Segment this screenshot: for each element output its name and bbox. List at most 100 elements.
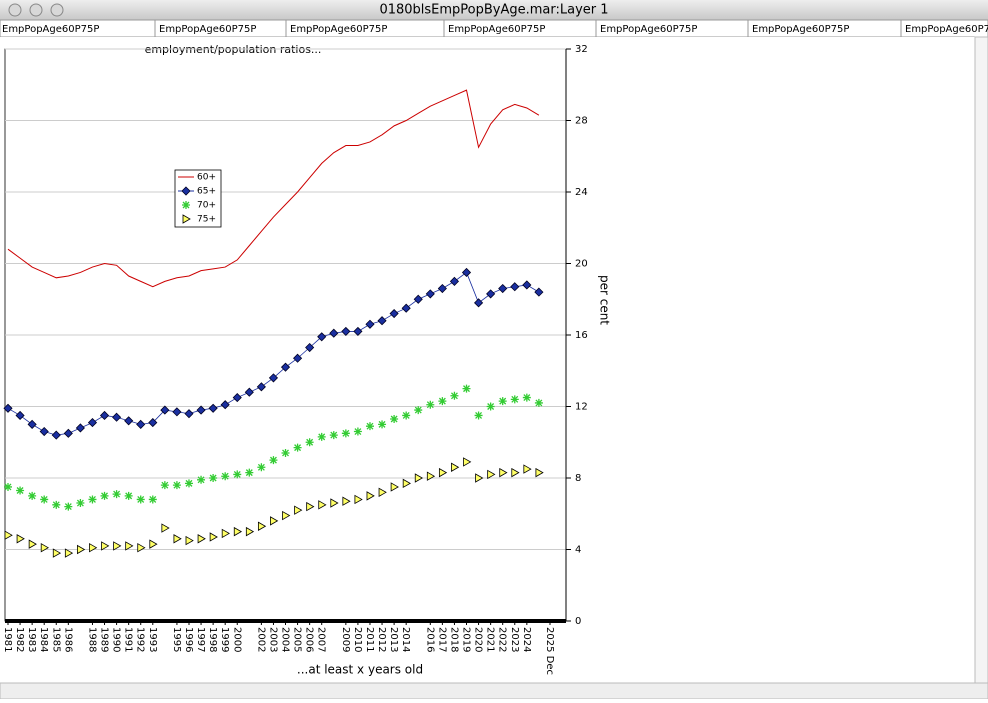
star-marker — [160, 481, 169, 490]
legend-label: 70+ — [197, 201, 216, 211]
star-marker — [498, 397, 507, 406]
star-marker — [438, 397, 447, 406]
zoom-button[interactable] — [50, 3, 64, 17]
diamond-marker — [63, 428, 73, 438]
triangle-marker — [342, 496, 351, 506]
x-axis-label: ...at least x years old — [297, 663, 423, 677]
y-tick-label: 0 — [575, 616, 581, 627]
y-tick-label: 24 — [575, 187, 588, 198]
star-marker — [365, 422, 374, 431]
diamond-marker — [353, 326, 363, 336]
diamond-marker — [280, 362, 291, 372]
x-tick-label: 2021 — [485, 627, 496, 652]
y-tick-label: 20 — [575, 259, 588, 270]
diamond-marker — [87, 418, 98, 428]
star-marker — [474, 411, 483, 420]
diamond-marker — [486, 289, 496, 299]
x-tick-label: 2002 — [255, 627, 266, 652]
triangle-marker — [438, 467, 448, 478]
diamond-marker — [293, 353, 303, 363]
diamond-marker — [413, 294, 423, 304]
star-marker — [329, 431, 338, 440]
star-marker — [136, 495, 145, 504]
scrollbar[interactable] — [974, 36, 988, 684]
star-marker — [245, 468, 254, 477]
star-marker — [184, 479, 193, 488]
x-tick-label: 2016 — [424, 627, 435, 652]
diamond-marker — [510, 282, 520, 292]
star-marker — [233, 470, 242, 479]
x-tick-label: 2006 — [304, 627, 315, 652]
star-marker — [402, 411, 411, 420]
diamond-marker — [534, 287, 544, 297]
star-marker — [341, 429, 350, 438]
star-marker — [28, 491, 37, 500]
x-tick-label: 1996 — [183, 627, 194, 652]
diamond-marker — [148, 418, 158, 428]
triangle-marker — [282, 510, 291, 521]
tab-label: EmpPopAge60P75P — [290, 24, 387, 35]
x-tick-label: 2010 — [352, 627, 363, 652]
triangle-marker — [4, 530, 13, 540]
triangle-marker — [40, 543, 50, 553]
x-tick-label: 1992 — [135, 627, 146, 652]
triangle-marker — [306, 501, 315, 512]
y-tick-label: 4 — [575, 545, 581, 556]
x-tick-label: 1990 — [111, 627, 122, 652]
y-tick-label: 32 — [575, 44, 588, 55]
x-tick-label: 1995 — [171, 627, 182, 652]
triangle-marker — [366, 491, 375, 501]
diamond-marker — [522, 280, 532, 290]
x-tick-label: 1999 — [219, 627, 230, 652]
star-marker — [534, 398, 543, 407]
star-marker — [486, 402, 495, 411]
x-tick-label: 2024 — [521, 627, 532, 652]
triangle-marker — [221, 528, 230, 539]
diamond-marker — [3, 403, 13, 413]
star-marker — [52, 500, 61, 509]
x-tick-label: 2009 — [340, 627, 351, 652]
legend-label: 60+ — [197, 173, 216, 183]
triangle-marker — [499, 467, 508, 478]
x-tick-label: 1998 — [207, 627, 218, 652]
triangle-marker — [294, 505, 303, 515]
diamond-marker — [305, 342, 315, 353]
tab-label: EmpPopAge60P75P — [159, 24, 256, 35]
diamond-marker — [449, 276, 460, 286]
triangle-marker — [511, 467, 520, 478]
triangle-marker — [113, 541, 122, 551]
triangle-marker — [426, 471, 436, 481]
diamond-marker — [15, 410, 25, 421]
star-marker — [209, 474, 218, 482]
minimize-button[interactable] — [29, 3, 43, 17]
triangle-marker — [149, 539, 158, 549]
diamond-marker — [232, 392, 242, 403]
star-marker — [4, 482, 12, 491]
triangle-marker — [89, 543, 98, 553]
triangle-marker — [76, 544, 86, 555]
star-marker — [100, 491, 109, 500]
triangle-marker — [463, 457, 472, 467]
triangle-marker — [209, 532, 218, 542]
diamond-marker — [329, 328, 339, 338]
close-button[interactable] — [8, 3, 22, 17]
diamond-marker — [75, 423, 85, 433]
x-tick-label: 1985 — [50, 627, 61, 652]
legend-box — [174, 169, 222, 228]
diamond-marker — [365, 319, 375, 329]
triangle-marker — [16, 534, 25, 544]
star-marker — [353, 427, 362, 436]
tab-label: EmpPopAge60P75P — [905, 24, 988, 35]
diamond-marker — [437, 283, 447, 294]
x-tick-label: 1981 — [2, 627, 13, 652]
x-tick-label: 1997 — [195, 627, 206, 652]
triangle-marker — [137, 543, 146, 553]
star-marker — [124, 491, 133, 500]
diamond-marker — [124, 416, 134, 426]
triangle-marker — [318, 500, 327, 510]
legend-label: 65+ — [197, 187, 216, 197]
star-marker — [64, 502, 73, 511]
title-bar — [0, 0, 988, 20]
x-tick-label: 1982 — [14, 627, 25, 652]
x-tick-label: 1993 — [147, 627, 158, 652]
